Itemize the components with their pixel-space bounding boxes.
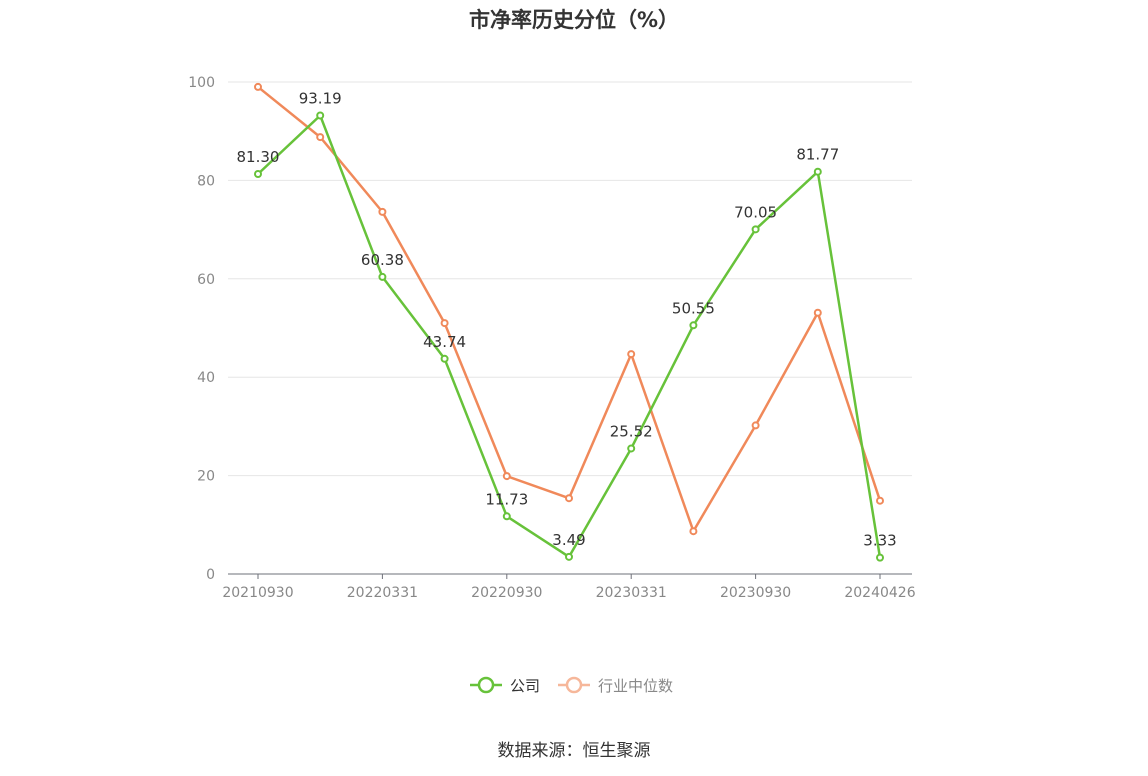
data-point (876, 553, 884, 562)
data-point (378, 207, 387, 216)
series-line-1 (257, 85, 882, 533)
y-tick-label: 80 (197, 173, 215, 189)
y-tick-label: 40 (197, 370, 215, 386)
x-tick-label: 20230331 (596, 585, 667, 601)
data-point (254, 82, 262, 91)
data-point (565, 552, 573, 561)
data-source: 数据来源：恒生聚源 (497, 741, 651, 761)
data-label: 25.52 (610, 422, 653, 440)
data-label: 11.73 (485, 490, 528, 508)
data-point (689, 527, 698, 536)
x-tick-label: 20230930 (720, 585, 791, 601)
data-label: 43.74 (423, 333, 466, 351)
data-point (316, 133, 325, 142)
x-tick-label: 20220930 (471, 585, 542, 601)
data-point (813, 167, 822, 176)
data-point (502, 472, 511, 481)
data-label: 81.30 (237, 148, 280, 166)
legend-marker-industry (565, 676, 583, 694)
x-tick-label: 20240426 (844, 585, 915, 601)
x-tick-label: 20210930 (222, 585, 293, 601)
legend-marker-company (477, 676, 495, 694)
data-point (440, 319, 449, 328)
data-label: 81.77 (796, 146, 839, 164)
data-point (627, 444, 636, 453)
data-label: 93.19 (299, 90, 342, 108)
x-tick-label: 20220331 (347, 585, 418, 601)
data-point (565, 494, 573, 503)
data-point (440, 354, 449, 363)
data-point (254, 170, 262, 179)
chart-title: 市净率历史分位（%） (468, 8, 680, 32)
data-point (751, 225, 760, 234)
data-point (751, 421, 760, 430)
data-label: 50.55 (672, 299, 715, 317)
y-tick-label: 60 (197, 272, 215, 288)
data-label: 3.33 (863, 532, 896, 550)
data-point (813, 308, 822, 317)
series-line-0 (257, 114, 882, 559)
data-point (876, 496, 884, 505)
data-label: 60.38 (361, 251, 404, 269)
y-tick-label: 20 (197, 469, 215, 485)
legend-label-company: 公司 (510, 677, 540, 695)
data-point (502, 512, 511, 521)
legend-label-industry: 行业中位数 (598, 677, 673, 695)
data-label: 3.49 (552, 531, 585, 549)
data-point (689, 321, 698, 330)
data-point (316, 111, 325, 120)
y-tick-label: 100 (188, 75, 215, 91)
y-tick-label: 0 (206, 567, 215, 583)
data-point (627, 350, 636, 359)
data-point (378, 272, 387, 281)
data-label: 70.05 (734, 203, 777, 221)
